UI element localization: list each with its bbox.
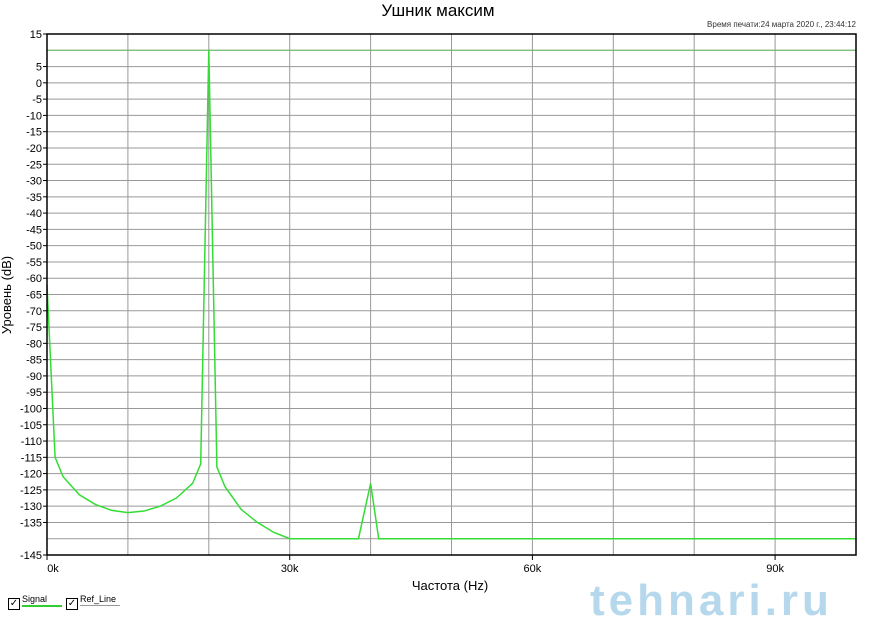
signal-checkbox[interactable]: ✓ bbox=[8, 598, 20, 610]
watermark: tehnari.ru bbox=[590, 576, 833, 620]
y-tick-label: -120 bbox=[20, 469, 42, 481]
y-tick-label: 0 bbox=[36, 78, 42, 90]
x-tick-label: 0k bbox=[47, 563, 59, 575]
chart-title: Ушник максим bbox=[381, 1, 494, 20]
x-tick-label: 60k bbox=[524, 563, 542, 575]
y-tick-label: -135 bbox=[20, 517, 42, 529]
y-tick-label: -95 bbox=[26, 387, 42, 399]
y-tick-label: -30 bbox=[26, 176, 42, 188]
y-tick-label: -20 bbox=[26, 143, 42, 155]
y-tick-label: -145 bbox=[20, 550, 42, 562]
y-tick-label: 5 bbox=[36, 62, 42, 74]
print-time: Время печати:24 марта 2020 г., 23:44:12 bbox=[707, 20, 857, 29]
y-tick-label: -125 bbox=[20, 485, 42, 497]
y-tick-label: -55 bbox=[26, 257, 42, 269]
y-tick-label: -85 bbox=[26, 355, 42, 367]
y-tick-label: -25 bbox=[26, 159, 42, 171]
legend-label-ref-line: Ref_Line bbox=[80, 594, 120, 606]
y-tick-label: -75 bbox=[26, 322, 42, 334]
y-tick-label: -65 bbox=[26, 290, 42, 302]
y-tick-label: -40 bbox=[26, 208, 42, 220]
ref-line-checkbox[interactable]: ✓ bbox=[66, 598, 78, 610]
y-tick-label: 15 bbox=[30, 29, 42, 41]
y-tick-label: -90 bbox=[26, 371, 42, 383]
y-tick-label: -70 bbox=[26, 306, 42, 318]
y-tick-label: -10 bbox=[26, 110, 42, 122]
y-tick-label: -105 bbox=[20, 420, 42, 432]
y-tick-label: -115 bbox=[21, 452, 42, 464]
y-tick-label: -15 bbox=[26, 127, 42, 139]
legend-label-signal: Signal bbox=[22, 594, 62, 607]
x-tick-label: 90k bbox=[766, 563, 784, 575]
y-tick-label: -5 bbox=[32, 94, 42, 106]
series-signal bbox=[46, 50, 856, 540]
y-tick-label: -110 bbox=[21, 436, 42, 448]
y-tick-label: -45 bbox=[26, 224, 42, 236]
y-tick-label: -80 bbox=[26, 338, 42, 350]
legend-item-ref-line[interactable]: ✓ Ref_Line bbox=[66, 594, 120, 610]
y-tick-label: -60 bbox=[26, 273, 42, 285]
y-tick-label: -100 bbox=[20, 403, 42, 415]
y-axis-label: Уровень (dB) bbox=[0, 256, 14, 334]
y-tick-label: -50 bbox=[26, 241, 42, 253]
x-tick-label: 30k bbox=[281, 563, 299, 575]
y-tick-label: -130 bbox=[20, 501, 42, 513]
y-tick-label: -35 bbox=[26, 192, 42, 204]
legend-item-signal[interactable]: ✓ Signal bbox=[8, 594, 62, 610]
x-axis-label: Частота (Hz) bbox=[412, 578, 488, 593]
